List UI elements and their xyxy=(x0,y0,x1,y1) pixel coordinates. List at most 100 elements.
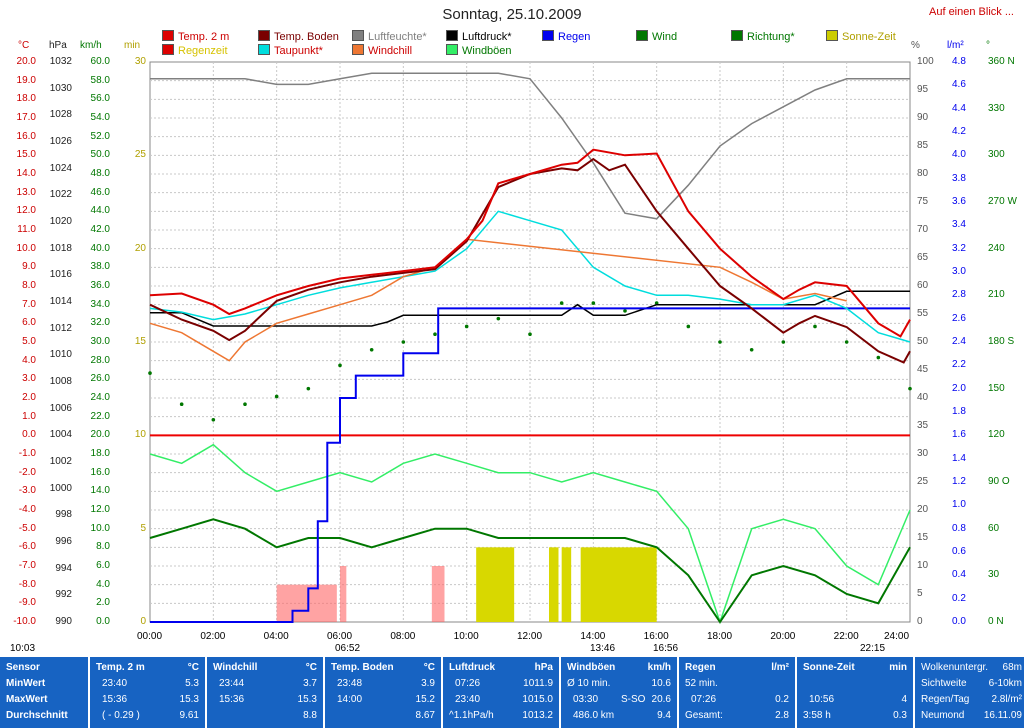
sun-total: 3:58 h xyxy=(803,710,831,721)
legend-swatch xyxy=(162,30,174,41)
direction-deg-tick-label: 360 N xyxy=(988,56,1015,67)
wind-line xyxy=(149,518,911,624)
temp-c-tick-label: 3.0 xyxy=(22,373,36,385)
direction-deg-tick-label: 30 xyxy=(988,569,1000,581)
temp-c-tick-label: 19.0 xyxy=(16,74,36,86)
wind-kmh-tick-label: 28.0 xyxy=(90,354,110,366)
direction-point xyxy=(528,332,532,337)
temp-c-tick-label: -2.0 xyxy=(18,466,36,478)
cloud-base-label: Wolkenuntergr. xyxy=(921,662,989,673)
direction-point xyxy=(496,316,501,321)
pressure-min: 1011.9 xyxy=(523,678,553,689)
temp-c-tick-label: -6.0 xyxy=(18,541,36,553)
pressure-hpa-tick-label: 1016 xyxy=(49,269,72,281)
rain-lm2-tick-label: 2.0 xyxy=(952,382,966,394)
overview-link[interactable]: Auf einen Blick ... xyxy=(929,6,1014,18)
temp-c-tick-label: 16.0 xyxy=(16,130,36,142)
legend-swatch xyxy=(826,30,838,41)
legend-swatch xyxy=(446,30,458,41)
legend-swatch xyxy=(352,30,364,41)
temp-c-tick-label: 10.0 xyxy=(16,242,36,254)
windchill-header: Windchill xyxy=(213,662,258,673)
direction-point xyxy=(844,340,849,344)
legend-label: Regenzeit xyxy=(178,45,228,57)
wind-kmh-tick-label: 54.0 xyxy=(90,112,110,123)
temp-c-tick-label: 20.0 xyxy=(16,56,36,67)
sun-event-marker: 13:46 xyxy=(590,643,616,654)
rain-max: 0.2 xyxy=(775,694,789,705)
temp-max-time: 15:36 xyxy=(102,694,128,705)
rain-lm2-tick-label: 4.0 xyxy=(952,149,966,161)
pressure-hpa-tick-label: 1010 xyxy=(49,349,72,361)
temp-column: Temp. 2 m °C 23:40 5.3 15:36 15.3 ( - 0.… xyxy=(88,657,205,728)
minutes-tick-label: 0 xyxy=(140,616,146,627)
sunshine-bar xyxy=(476,547,515,622)
legend-swatch xyxy=(258,30,270,41)
wind-kmh-tick-label: 12.0 xyxy=(90,504,110,515)
sun-avg: 0.3 xyxy=(893,710,907,721)
direction-point xyxy=(179,402,184,407)
x-tick-label: 22:00 xyxy=(833,631,859,642)
pressure-max-time: 23:40 xyxy=(455,694,481,705)
temp-c-tick-label: -1.0 xyxy=(18,448,36,459)
humidity-pct-tick-label: 60 xyxy=(917,280,929,291)
direction-axis-header: ° xyxy=(986,40,990,51)
pressure-hpa-tick-label: 998 xyxy=(55,509,72,521)
temp-c-tick-label: 17.0 xyxy=(16,112,36,123)
legend-item: Richtung* xyxy=(731,30,795,43)
temp-c-tick-label: -8.0 xyxy=(18,578,36,590)
temp-unit: °C xyxy=(187,662,199,673)
taupunkt-line xyxy=(149,210,911,343)
gusts-max-time: 03:30 xyxy=(573,694,599,705)
pressure-column: Luftdruck hPa 07:26 1011.9 23:40 1015.0 … xyxy=(441,657,559,728)
rain-header: Regen xyxy=(685,662,716,673)
direction-point xyxy=(369,347,374,352)
legend-label: Richtung* xyxy=(747,31,795,43)
rain-lm2-tick-label: 4.2 xyxy=(952,126,966,137)
humidity-pct-tick-label: 100 xyxy=(917,56,934,67)
legend-item: Regenzeit xyxy=(162,44,228,57)
windchill-min: 3.7 xyxy=(303,678,317,689)
pressure-hpa-tick-label: 1032 xyxy=(49,56,72,67)
direction-point xyxy=(211,417,216,422)
rain-lm2-tick-label: 4.4 xyxy=(952,102,966,114)
legend-swatch xyxy=(731,30,743,41)
direction-point xyxy=(749,347,754,352)
wind-axis-header: km/h xyxy=(80,40,102,51)
sunshine-bar xyxy=(549,547,559,622)
direction-point xyxy=(433,332,437,337)
direction-point xyxy=(274,394,279,399)
sunshine-bar xyxy=(561,547,572,622)
legend-label: Windchill xyxy=(368,45,413,57)
minutes-tick-label: 25 xyxy=(134,149,146,161)
rain-lm2-tick-label: 4.8 xyxy=(952,56,966,67)
legend-item: Temp. 2 m xyxy=(162,30,229,43)
windb-en-line xyxy=(149,443,911,625)
direction-point xyxy=(876,355,881,360)
temp-c-tick-label: 1.0 xyxy=(22,410,36,422)
legend-label: Wind xyxy=(652,31,678,43)
gusts-distance: 486.0 km xyxy=(573,710,615,721)
row-label-avg: Durchschnitt xyxy=(6,710,68,721)
temp-c-tick-label: 2.0 xyxy=(22,392,36,403)
temp-c-tick-label: -4.0 xyxy=(18,504,36,515)
soil-header: Temp. Boden xyxy=(331,662,394,673)
direction-point xyxy=(243,402,247,407)
wind-kmh-tick-label: 34.0 xyxy=(90,298,110,310)
legend-item: Luftdruck* xyxy=(446,30,512,43)
x-tick-label: 18:00 xyxy=(707,631,733,642)
rain-time-bar xyxy=(431,566,445,622)
direction-deg-tick-label: 120 xyxy=(988,429,1005,441)
pressure-hpa-tick-label: 994 xyxy=(55,562,72,574)
temp-c-tick-label: 12.0 xyxy=(16,205,36,217)
temp-c-tick-label: 7.0 xyxy=(22,298,36,310)
pressure-hpa-tick-label: 1020 xyxy=(49,216,72,227)
pressure-trend: ^1.1hPa/h xyxy=(449,710,494,721)
temp-c-tick-label: -10.0 xyxy=(13,616,36,627)
temp-2-m-line xyxy=(149,148,911,338)
humidity-axis-header: % xyxy=(911,40,920,51)
row-label-max: MaxWert xyxy=(6,694,48,705)
direction-deg-tick-label: 270 W xyxy=(988,196,1017,207)
legend-item: Sonne-Zeit xyxy=(826,30,896,43)
rain-time-bar xyxy=(340,566,347,622)
